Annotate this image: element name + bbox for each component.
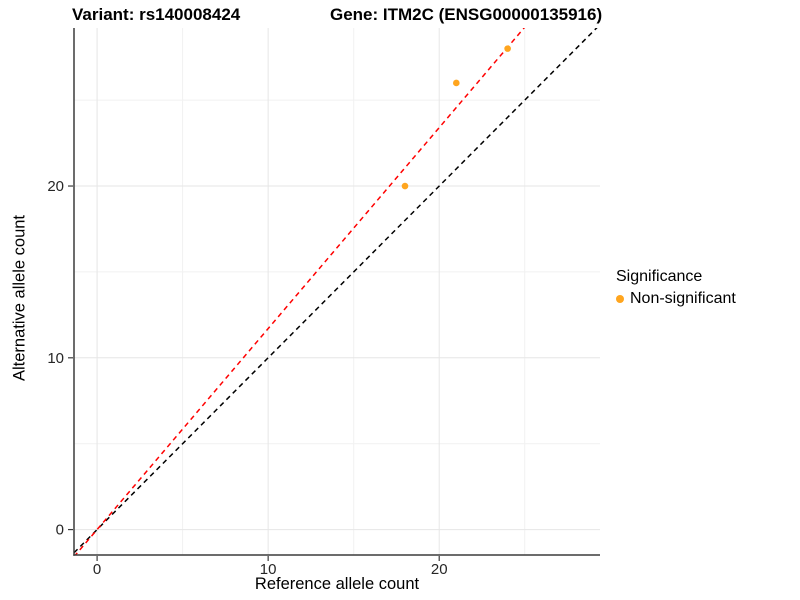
- legend-item: Non-significant: [616, 290, 736, 308]
- plot-title-gene: Gene: ITM2C (ENSG00000135916): [330, 5, 603, 24]
- legend-point-swatch: [616, 295, 624, 303]
- y-axis-title: Alternative allele count: [10, 214, 29, 382]
- legend-title: Significance: [616, 268, 703, 285]
- x-tick-label: 0: [93, 561, 101, 578]
- plot-title-variant: Variant: rs140008424: [72, 5, 241, 24]
- identity-line: [74, 28, 598, 554]
- x-tick-label: 10: [260, 561, 277, 578]
- y-tick-label: 20: [47, 178, 64, 195]
- y-tick-label: 0: [56, 522, 64, 539]
- x-tick-label: 20: [431, 561, 448, 578]
- legend-item-label: Non-significant: [630, 290, 736, 307]
- x-axis-title: Reference allele count: [254, 575, 420, 593]
- data-point: [504, 45, 511, 52]
- fit-line: [74, 28, 525, 555]
- data-point: [453, 79, 460, 87]
- y-tick-label: 10: [47, 350, 64, 367]
- legend: Significance Non-significant: [616, 268, 736, 308]
- data-point: [401, 182, 409, 190]
